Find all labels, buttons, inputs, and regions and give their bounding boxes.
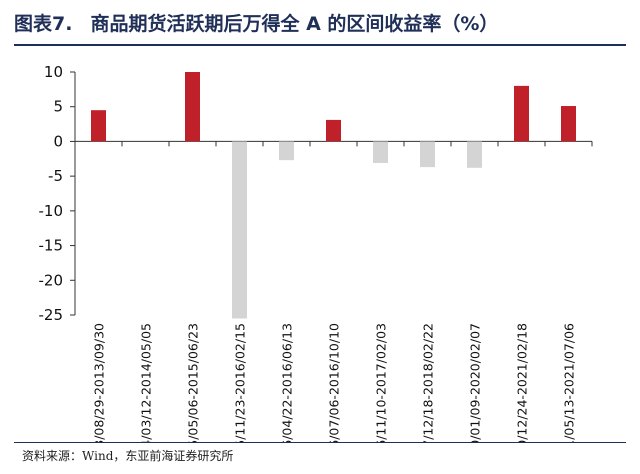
- x-tick-label: 2014/03/12-2014/05/05: [139, 323, 154, 442]
- x-tick-label-group: 2016/07/06-2016/10/10: [327, 323, 342, 442]
- x-tick-label-group: 2013/08/29-2013/09/30: [92, 323, 107, 442]
- y-tick-label: 10: [44, 63, 63, 81]
- y-tick-label: -25: [39, 306, 64, 324]
- x-tick-label-group: 2016/11/10-2017/02/03: [374, 323, 389, 442]
- y-tick-label: -10: [39, 202, 64, 220]
- chart-title: 商品期货活跃期后万得全 A 的区间收益率（%）: [90, 12, 499, 35]
- x-tick-label: 2021/05/13-2021/07/06: [562, 323, 577, 442]
- bar: [232, 141, 247, 319]
- bar-chart: 10 5 0 -5 -10 -15 -20 -25 2013/08/29-2013/09/30 2…: [39, 63, 593, 442]
- x-tick-label: 2015/05/06-2015/06/23: [186, 323, 201, 442]
- x-tick-label: 2017/12/18-2018/02/22: [421, 323, 436, 442]
- bar: [91, 110, 106, 142]
- bar: [420, 141, 435, 168]
- x-tick-label: 2020/12/24-2021/02/18: [515, 323, 530, 442]
- x-tick-label-group: 2014/03/12-2014/05/05: [139, 323, 154, 442]
- bar: [561, 106, 576, 142]
- x-tick-label-group: 2016/04/22-2016/06/13: [280, 323, 295, 442]
- y-tick-label: -20: [39, 271, 64, 289]
- footer-rule: [14, 442, 626, 443]
- source-note: 资料来源：Wind，东亚前海证券研究所: [22, 449, 234, 463]
- y-tick-label: -15: [39, 237, 64, 255]
- x-tick-label-group: 2015/05/06-2015/06/23: [186, 323, 201, 442]
- x-tick-label: 2020/01/09-2020/02/07: [468, 323, 483, 442]
- x-tick-label: 2016/07/06-2016/10/10: [327, 323, 342, 442]
- x-tick-label-group: 2015/11/23-2016/02/15: [233, 323, 248, 442]
- y-tick-label: -5: [48, 167, 63, 185]
- figure-label: 图表7.: [14, 12, 73, 35]
- y-tick-label: 0: [53, 132, 63, 150]
- bar: [514, 85, 529, 142]
- x-tick-label-group: 2021/05/13-2021/07/06: [562, 323, 577, 442]
- bar: [185, 72, 200, 142]
- x-tick-label: 2016/04/22-2016/06/13: [280, 323, 295, 442]
- x-tick-label-group: 2017/12/18-2018/02/22: [421, 323, 436, 442]
- x-tick-label: 2015/11/23-2016/02/15: [233, 323, 248, 442]
- bar: [373, 141, 388, 163]
- x-tick-label: 2016/11/10-2017/02/03: [374, 323, 389, 442]
- bar: [467, 141, 482, 168]
- title-bar: 图表7. 商品期货活跃期后万得全 A 的区间收益率（%）: [14, 0, 626, 46]
- bar: [279, 141, 294, 161]
- x-tick-label-group: 2020/01/09-2020/02/07: [468, 323, 483, 442]
- x-tick-label-group: 2020/12/24-2021/02/18: [515, 323, 530, 442]
- y-tick-label: 5: [53, 98, 63, 116]
- bar: [326, 119, 341, 142]
- x-tick-label: 2013/08/29-2013/09/30: [92, 323, 107, 442]
